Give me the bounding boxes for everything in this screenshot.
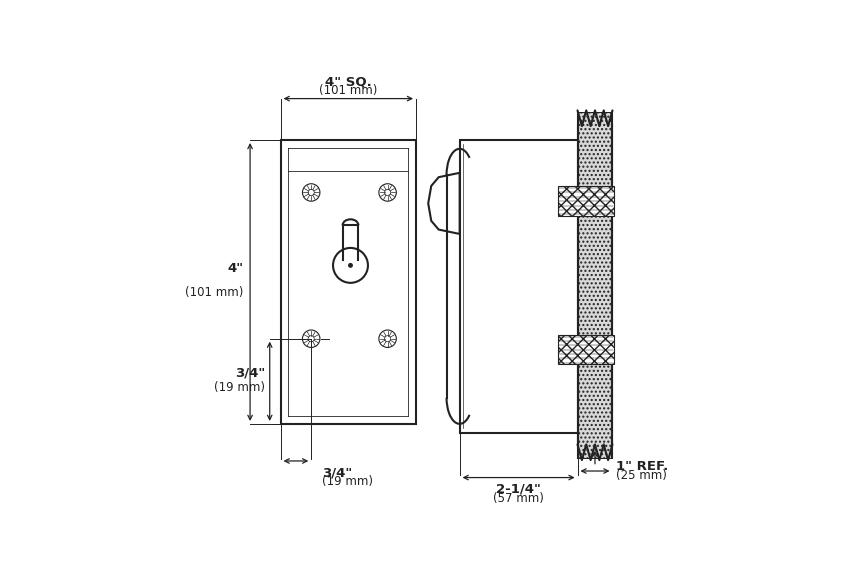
Bar	[558, 335, 614, 365]
Text: (19 mm): (19 mm)	[214, 382, 265, 394]
Bar	[577, 112, 613, 459]
Text: 3/4": 3/4"	[322, 466, 353, 479]
Text: 1" REF.: 1" REF.	[616, 460, 668, 473]
Bar	[577, 459, 613, 507]
Text: (57 mm): (57 mm)	[493, 492, 544, 505]
Text: 3/4": 3/4"	[235, 367, 265, 380]
Text: (25 mm): (25 mm)	[616, 469, 666, 482]
Text: (101 mm): (101 mm)	[319, 84, 377, 98]
Circle shape	[348, 264, 352, 267]
Bar	[558, 187, 614, 216]
Text: (19 mm): (19 mm)	[322, 475, 373, 488]
Text: (101 mm): (101 mm)	[185, 286, 244, 299]
Text: 4" SQ.: 4" SQ.	[325, 76, 371, 89]
Bar	[460, 140, 577, 433]
Text: 2-1/4": 2-1/4"	[496, 483, 541, 496]
Bar	[577, 60, 613, 112]
Bar	[280, 140, 416, 424]
Polygon shape	[428, 173, 460, 234]
Text: 4": 4"	[228, 263, 244, 276]
